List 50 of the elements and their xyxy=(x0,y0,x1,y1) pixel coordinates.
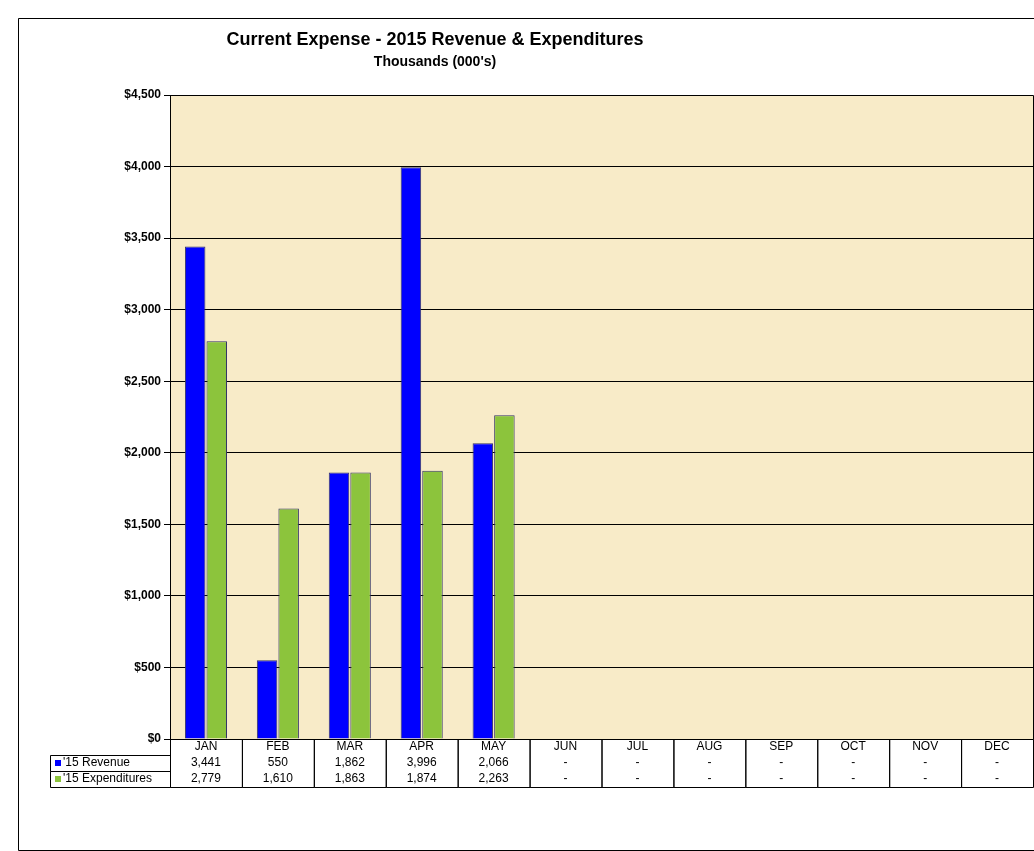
x-tick-label: OCT xyxy=(840,739,867,754)
text: - xyxy=(635,771,640,786)
x-tick-label: JUN xyxy=(553,739,578,754)
x-tick-label: MAR xyxy=(336,739,364,754)
text: - xyxy=(707,771,712,786)
text: - xyxy=(707,755,712,770)
chart-title: Current Expense - 2015 Revenue & Expenditures xyxy=(226,29,644,49)
text: - xyxy=(635,755,640,770)
data-label: 3,441 xyxy=(190,755,222,770)
y-tick-label: $2,500 xyxy=(124,373,162,388)
legend-label: '15 Expenditures xyxy=(63,771,153,786)
y-tick-label: $4,000 xyxy=(124,158,162,173)
x-tick-label: JAN xyxy=(194,739,218,754)
x-tick-label: MAY xyxy=(481,739,507,754)
x-tick-label: SEP xyxy=(769,739,794,754)
text: - xyxy=(923,771,928,786)
y-tick-label: $4,500 xyxy=(124,87,162,102)
x-tick-label: FEB xyxy=(266,739,290,754)
data-label: 1,862 xyxy=(334,755,366,770)
x-tick-label: NOV xyxy=(912,739,939,754)
text: - xyxy=(995,771,1000,786)
text: - xyxy=(851,755,856,770)
data-label: 1,863 xyxy=(334,771,366,786)
data-label: 3,996 xyxy=(406,755,438,770)
legend-label: '15 Revenue xyxy=(63,755,131,770)
y-tick-label: $1,000 xyxy=(124,588,162,603)
text: - xyxy=(779,755,784,770)
data-label: 2,779 xyxy=(190,771,222,786)
x-tick-label: DEC xyxy=(984,739,1011,754)
chart-subtitle: Thousands (000's) xyxy=(373,53,497,69)
data-label: 2,263 xyxy=(478,771,509,786)
data-label: 1,610 xyxy=(262,771,294,786)
data-label: 2,066 xyxy=(478,755,509,770)
x-tick-label: AUG xyxy=(696,739,723,754)
y-tick-label: $0 xyxy=(147,731,162,746)
x-tick-label: JUL xyxy=(626,739,649,754)
text: - xyxy=(563,771,568,786)
text: - xyxy=(851,771,856,786)
text: - xyxy=(779,771,784,786)
y-tick-label: $3,000 xyxy=(124,301,162,316)
data-label: 550 xyxy=(267,755,289,770)
y-tick-label: $3,500 xyxy=(124,230,162,245)
y-tick-label: $500 xyxy=(134,659,162,674)
data-label: 1,874 xyxy=(406,771,438,786)
text: - xyxy=(563,755,568,770)
x-tick-label: APR xyxy=(409,739,435,754)
text: - xyxy=(923,755,928,770)
y-tick-label: $2,000 xyxy=(124,445,162,460)
y-tick-label: $1,500 xyxy=(124,516,162,531)
text: - xyxy=(995,755,1000,770)
